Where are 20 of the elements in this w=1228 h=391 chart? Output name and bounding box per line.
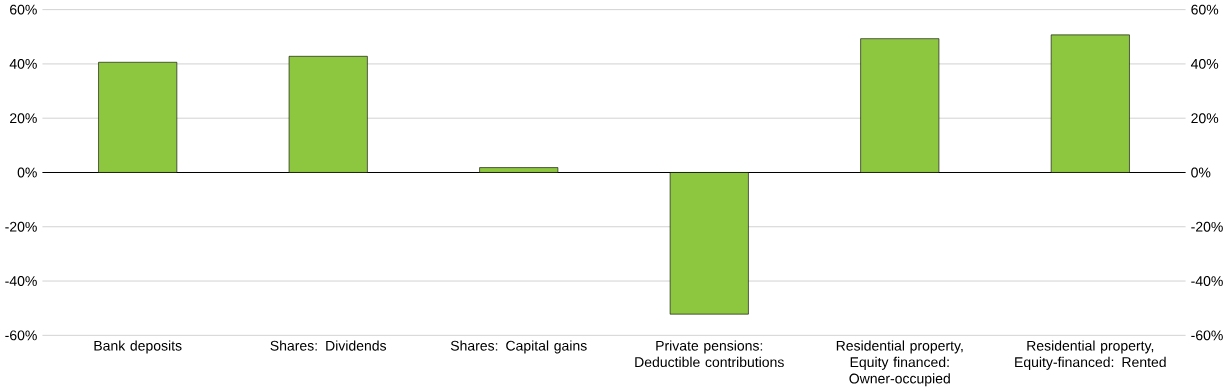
y-tick-label: 20% <box>10 113 37 124</box>
y-tick-label: 60% <box>10 4 37 15</box>
x-tick-label: Residential property, Equity financed: Owner-occupied <box>836 340 963 387</box>
y2-tick-label: 20% <box>1191 113 1219 124</box>
y-tick-label: 40% <box>9 59 37 69</box>
y2-tick-label: -40% <box>1191 276 1223 287</box>
y-tick-label: -60% <box>5 330 37 341</box>
y2-tick-label: -20% <box>1191 221 1223 232</box>
x-tick-label: Shares: Dividends <box>270 340 387 351</box>
y-tick-label: -20% <box>5 221 37 232</box>
x-tick-label: Private pensions: Deductible contributions <box>635 340 784 368</box>
x-tick-label: Bank deposits <box>94 340 182 354</box>
y2-tick-label: 0% <box>1191 167 1211 178</box>
y-tick-label: 0% <box>17 167 37 178</box>
y2-tick-label: 60% <box>1191 4 1219 15</box>
x-tick-label: Shares: Capital gains <box>450 340 587 354</box>
y2-tick-label: 40% <box>1190 59 1219 69</box>
y-tick-label: -40% <box>5 276 37 287</box>
y2-tick-label: -60% <box>1191 330 1223 341</box>
x-tick-label: Residential property, Equity-financed: Rented <box>1015 340 1166 370</box>
